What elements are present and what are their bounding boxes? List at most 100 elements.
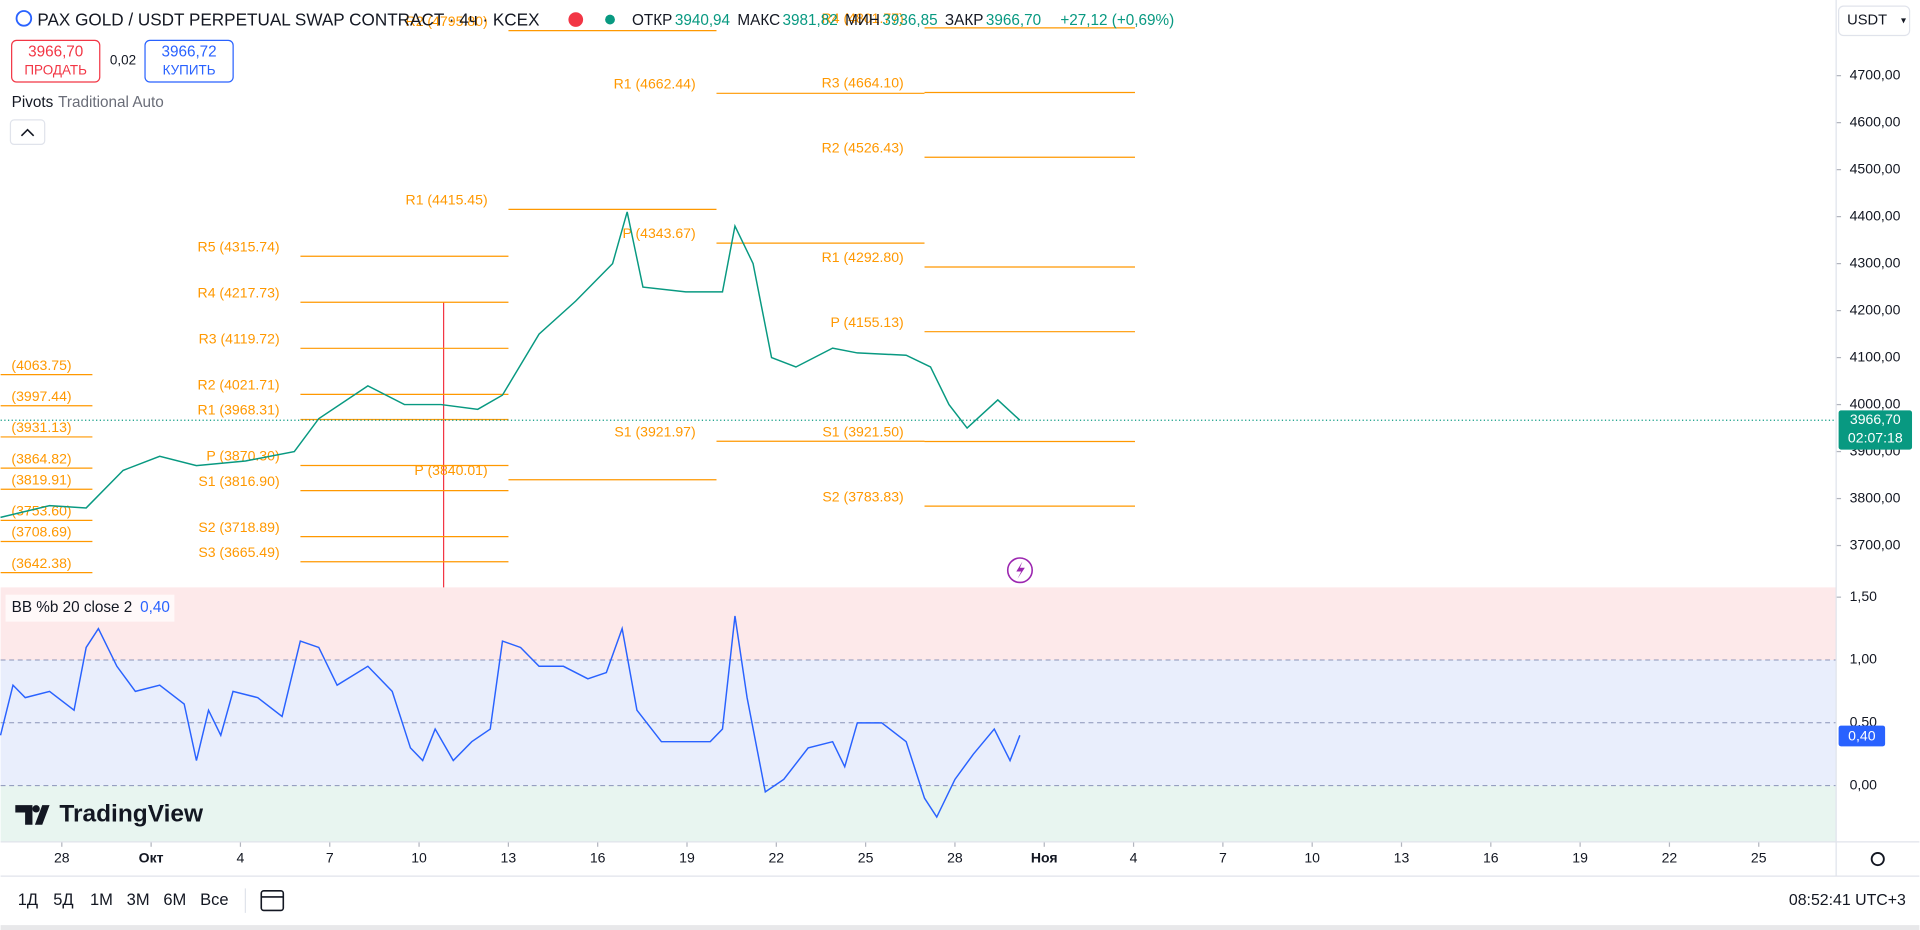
pivot-label: R5 (4315.74): [198, 238, 280, 254]
range-button[interactable]: 3М: [127, 891, 150, 909]
calendar-icon[interactable]: [260, 890, 285, 912]
time-tick-label: 22: [768, 850, 784, 866]
buy-price[interactable]: 3966,72: [161, 44, 216, 61]
price-tick-label: 4600,00: [1850, 113, 1901, 129]
pivot-label: S1 (3921.97): [614, 423, 695, 439]
indicator-current: 0,40: [140, 599, 170, 616]
pivot-label: (4063.75): [11, 357, 71, 373]
oversold-band: [0, 785, 1837, 842]
collapse-button[interactable]: [9, 119, 46, 146]
time-tick-label: 28: [947, 850, 963, 866]
brand-logo: [15, 805, 50, 825]
indicator-tick-label: 1,00: [1850, 651, 1878, 667]
toolbar: 1Д 5Д 1М 3М 6М Все: [18, 891, 229, 909]
range-button[interactable]: 6М: [163, 891, 186, 909]
time-tick-label: 19: [1572, 850, 1588, 866]
price-tick-label: 4000,00: [1850, 395, 1901, 411]
time-tick-label: 4: [237, 850, 245, 866]
pivot-label: P (4343.67): [622, 225, 695, 241]
price-tick-label: 4500,00: [1850, 160, 1901, 176]
pivot-label: R2 (4526.43): [822, 139, 904, 155]
sell-button[interactable]: [11, 39, 101, 83]
pivot-label: R3 (4119.72): [199, 330, 280, 346]
settings-icon[interactable]: [1870, 851, 1885, 867]
time-tick-label: 16: [590, 850, 606, 866]
ohlc-legend: ОТКР 3940,94 МАКС 3981,82 МИН 3936,85 ЗАКР 3966…: [632, 12, 1041, 29]
change: +27,12 (+0,69%): [1060, 12, 1174, 29]
pivot-label: S2 (3718.89): [198, 519, 279, 535]
time-tick-label: 13: [501, 850, 517, 866]
time-tick-label: 28: [54, 850, 70, 866]
spread: 0,02: [110, 53, 136, 68]
time-tick-label: 7: [1219, 850, 1227, 866]
indicator-name[interactable]: BB %b 20 close 2: [12, 599, 133, 616]
pivot-label: P (3840.01): [414, 462, 487, 478]
last-price: 3966,70: [1850, 411, 1901, 427]
brand-logo-dot: [32, 805, 40, 813]
time-tick-label: 10: [411, 850, 427, 866]
ohlc-value: 3940,94: [675, 12, 731, 29]
brand[interactable]: TradingView: [59, 800, 204, 827]
pivot-label: R2 (4021.71): [198, 377, 280, 393]
collapse-icon: [20, 128, 35, 137]
price-tick-label: 4300,00: [1850, 254, 1901, 270]
price-tick-label: 3700,00: [1850, 536, 1901, 552]
range-button[interactable]: 1М: [90, 891, 113, 909]
pivot-label: R3 (4664.10): [822, 75, 904, 91]
range-button[interactable]: 5Д: [53, 891, 73, 909]
symbol-title[interactable]: PAX GOLD / USDT PERPETUAL SWAP CONTRACT …: [37, 9, 540, 29]
currency[interactable]: USDT: [1847, 13, 1887, 29]
range-button[interactable]: Все: [200, 891, 228, 909]
time-tick-label: 25: [858, 850, 874, 866]
pivot-label: (3753.60): [11, 503, 71, 519]
bottom-strip: [0, 925, 1920, 930]
sell-price[interactable]: 3966,70: [28, 44, 83, 61]
pivot-label: (3642.38): [11, 555, 71, 571]
currency-button[interactable]: [1837, 5, 1911, 37]
last-price-tag: [1838, 410, 1913, 450]
overbought-band: [0, 587, 1837, 660]
buy-button[interactable]: [144, 39, 234, 83]
pivot-label: R1 (4415.45): [406, 192, 488, 208]
pivot-label: R4 (4217.73): [198, 284, 280, 300]
pivot-label: R1 (3968.31): [198, 402, 280, 418]
sell-label[interactable]: ПРОДАТЬ: [24, 63, 87, 78]
currency-caret: ▾: [1901, 15, 1906, 26]
pivots-params[interactable]: Traditional Auto: [58, 94, 164, 111]
indicator-tag-label: 0,40: [1848, 727, 1876, 743]
pivot-label: S1 (3921.50): [822, 424, 903, 440]
indicator-tick-label: 0,00: [1850, 776, 1878, 792]
ohlc-label: ЗАКР: [945, 12, 984, 29]
pivot-label: (3997.44): [11, 388, 71, 404]
ohlc-value: 3966,70: [986, 12, 1041, 29]
ohlc-value: 3981,82: [783, 12, 838, 29]
bbp-line: [0, 615, 1021, 819]
clock[interactable]: 08:52:41 UTC+3: [1789, 892, 1906, 909]
grid: [0, 75, 1842, 847]
range-button[interactable]: 1Д: [18, 891, 38, 909]
pivot-label: R2 (4795.80): [406, 13, 488, 29]
ohlc-value: 3936,85: [882, 12, 937, 29]
time-tick-label: 10: [1304, 850, 1320, 866]
pivot-label: S2 (3783.83): [822, 488, 903, 504]
pivots-name[interactable]: Pivots: [12, 94, 54, 111]
flag-icon[interactable]: [568, 12, 584, 27]
pivot-label: P (4155.13): [830, 314, 903, 330]
pivot-label: (3864.82): [11, 450, 71, 466]
pivot-label: (3819.91): [11, 471, 71, 487]
time-tick-label: 22: [1662, 850, 1678, 866]
ohlc-label: МАКС: [737, 12, 780, 29]
time-tick-label: 13: [1394, 850, 1410, 866]
ohlc-label: ОТКР: [632, 12, 672, 29]
buy-label[interactable]: КУПИТЬ: [163, 63, 216, 78]
price-tick-label: 4200,00: [1850, 301, 1901, 317]
indicator-tick-label: 0,50: [1850, 714, 1878, 730]
price-line: [0, 211, 1021, 519]
pivot-label: S3 (3665.49): [198, 544, 279, 560]
pivot-label: (3931.13): [11, 419, 71, 435]
symbol-icon: [15, 10, 33, 27]
countdown: 02:07:18: [1848, 429, 1903, 445]
indicator-tag: [1838, 725, 1886, 747]
